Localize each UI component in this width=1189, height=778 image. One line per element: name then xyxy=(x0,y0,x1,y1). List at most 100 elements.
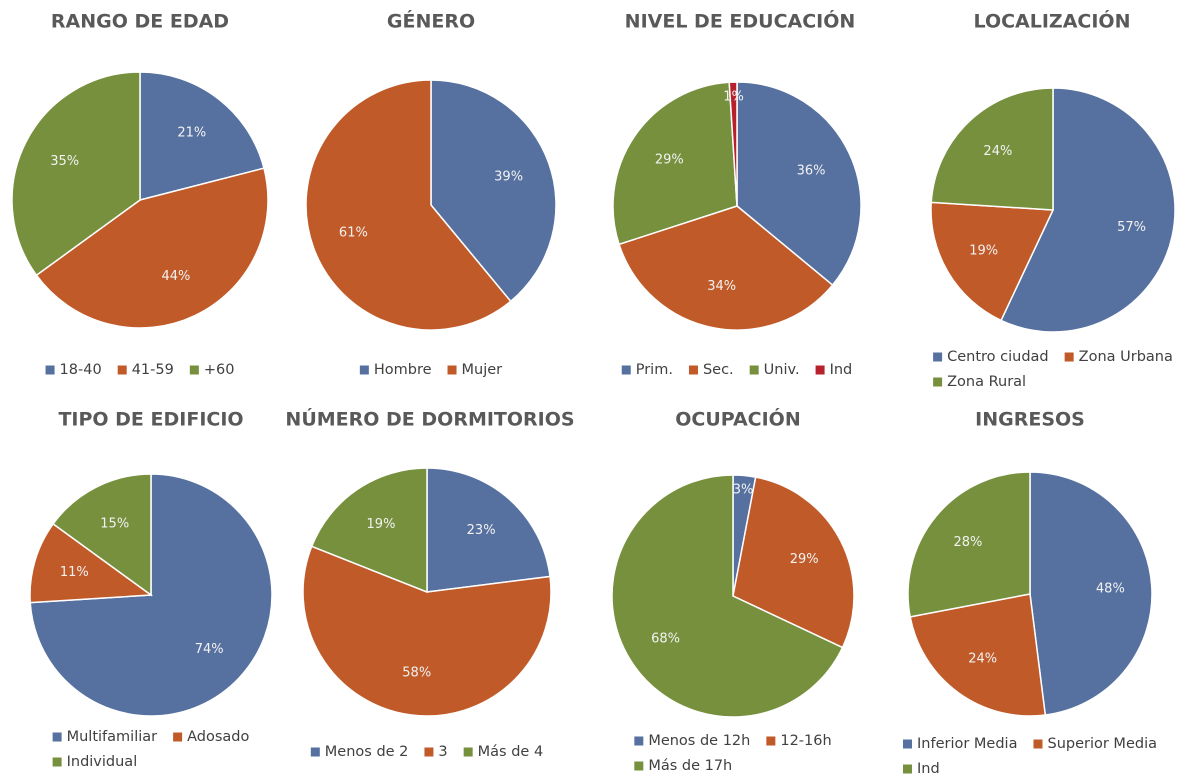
pie-slice xyxy=(736,81,862,287)
legend-label: Zona Urbana xyxy=(1079,349,1173,365)
legend-label: Más de 4 xyxy=(478,744,544,760)
legend-swatch xyxy=(117,365,127,375)
pie-slice xyxy=(310,467,428,594)
legend-swatch xyxy=(463,747,473,757)
legend-label: Univ. xyxy=(764,362,800,378)
pie-slice xyxy=(302,545,552,717)
legend-swatch xyxy=(621,365,631,375)
chart-title: NIVEL DE EDUCACIÓN xyxy=(625,9,856,33)
legend-swatch xyxy=(933,377,943,387)
data-label: 24% xyxy=(983,144,1012,159)
data-label: 3% xyxy=(733,482,754,497)
pie-slice xyxy=(930,201,1055,322)
data-label: 19% xyxy=(969,243,998,258)
chart-title: INGRESOS xyxy=(975,409,1085,431)
legend-swatch xyxy=(52,732,62,742)
pie-slice xyxy=(29,522,154,604)
legend-label: Mujer xyxy=(462,362,503,378)
pie-slice xyxy=(1029,471,1153,716)
data-label: 39% xyxy=(494,170,523,185)
legend-label: Centro ciudad xyxy=(947,349,1049,365)
pie-slice xyxy=(139,71,265,201)
data-label: 68% xyxy=(651,631,680,646)
legend-label: Sec. xyxy=(703,362,734,378)
legend-label: Zona Rural xyxy=(947,374,1026,390)
data-label: 11% xyxy=(60,565,89,580)
legend-label: 12-16h xyxy=(780,733,831,749)
data-label: 58% xyxy=(402,666,431,681)
legend-swatch xyxy=(903,764,912,774)
chart-title: RANGO DE EDAD xyxy=(51,11,229,33)
legend-swatch xyxy=(933,352,943,362)
pie-slice xyxy=(907,471,1031,618)
data-label: 19% xyxy=(367,517,396,532)
data-label: 57% xyxy=(1117,220,1146,235)
data-label: 21% xyxy=(177,126,206,141)
pie-slice xyxy=(611,474,844,718)
pie-slice xyxy=(909,593,1047,717)
data-label: 15% xyxy=(100,516,129,531)
legend-label: Multifamiliar xyxy=(67,729,158,745)
legend-label: +60 xyxy=(204,362,235,378)
data-label: 23% xyxy=(467,523,496,538)
pie-slice xyxy=(11,71,141,277)
pie-slice xyxy=(305,79,512,331)
legend-label: 3 xyxy=(438,744,447,760)
legend-swatch xyxy=(634,761,644,771)
legend-swatch xyxy=(1033,739,1043,749)
legend-label: Adosado xyxy=(187,729,249,745)
legend-swatch xyxy=(1064,352,1074,362)
legend-label: Más de 17h xyxy=(648,758,732,774)
legend-swatch xyxy=(903,739,912,749)
data-label: 34% xyxy=(707,279,736,294)
legend-label: Ind xyxy=(917,761,940,777)
pie-slice xyxy=(930,87,1054,211)
data-label: 61% xyxy=(339,225,368,240)
legend-swatch xyxy=(45,365,55,375)
pie-slice xyxy=(612,81,738,246)
legend-label: 18-40 xyxy=(60,362,102,378)
data-label: 36% xyxy=(797,164,826,179)
pie-slice xyxy=(732,476,855,649)
legend-swatch xyxy=(447,365,457,375)
pie-slice xyxy=(426,467,551,593)
legend-label: Superior Media xyxy=(1047,736,1157,752)
data-label: 29% xyxy=(655,152,684,167)
legend-swatch xyxy=(634,736,644,746)
data-label: 24% xyxy=(968,652,997,667)
pie-slice xyxy=(1000,87,1176,333)
chart-title: NÚMERO DE DORMITORIOS xyxy=(285,407,574,431)
pie-slice xyxy=(52,473,152,597)
legend-swatch xyxy=(424,747,434,757)
data-label: 44% xyxy=(162,269,191,284)
legend-label: Menos de 12h xyxy=(648,733,750,749)
data-label: 28% xyxy=(954,535,983,550)
pie-slice xyxy=(430,79,557,303)
chart-title: LOCALIZACIÓN xyxy=(974,9,1131,33)
chart-title: TIPO DE EDIFICIO xyxy=(58,409,243,431)
legend-label: Individual xyxy=(67,754,138,770)
legend-swatch xyxy=(815,365,825,375)
legend-label: 41-59 xyxy=(132,362,174,378)
legend-label: Hombre xyxy=(374,362,432,378)
chart-title: GÉNERO xyxy=(387,10,475,33)
data-label: 48% xyxy=(1096,581,1125,596)
pie-slice xyxy=(728,81,738,207)
legend-label: Prim. xyxy=(636,362,673,378)
legend-label: Inferior Media xyxy=(917,736,1017,752)
data-label: 1% xyxy=(723,89,744,104)
legend-swatch xyxy=(173,732,183,742)
legend-swatch xyxy=(766,736,776,746)
legend-swatch xyxy=(359,365,369,375)
data-label: 74% xyxy=(195,642,224,657)
legend-swatch xyxy=(688,365,698,375)
legend-swatch xyxy=(189,365,199,375)
legend-swatch xyxy=(52,757,62,767)
legend-label: Ind xyxy=(830,362,853,378)
chart-title: OCUPACIÓN xyxy=(675,407,800,431)
legend-swatch xyxy=(310,747,320,757)
legend-swatch xyxy=(749,365,759,375)
data-label: 29% xyxy=(790,552,819,567)
pie-slice xyxy=(35,167,269,329)
